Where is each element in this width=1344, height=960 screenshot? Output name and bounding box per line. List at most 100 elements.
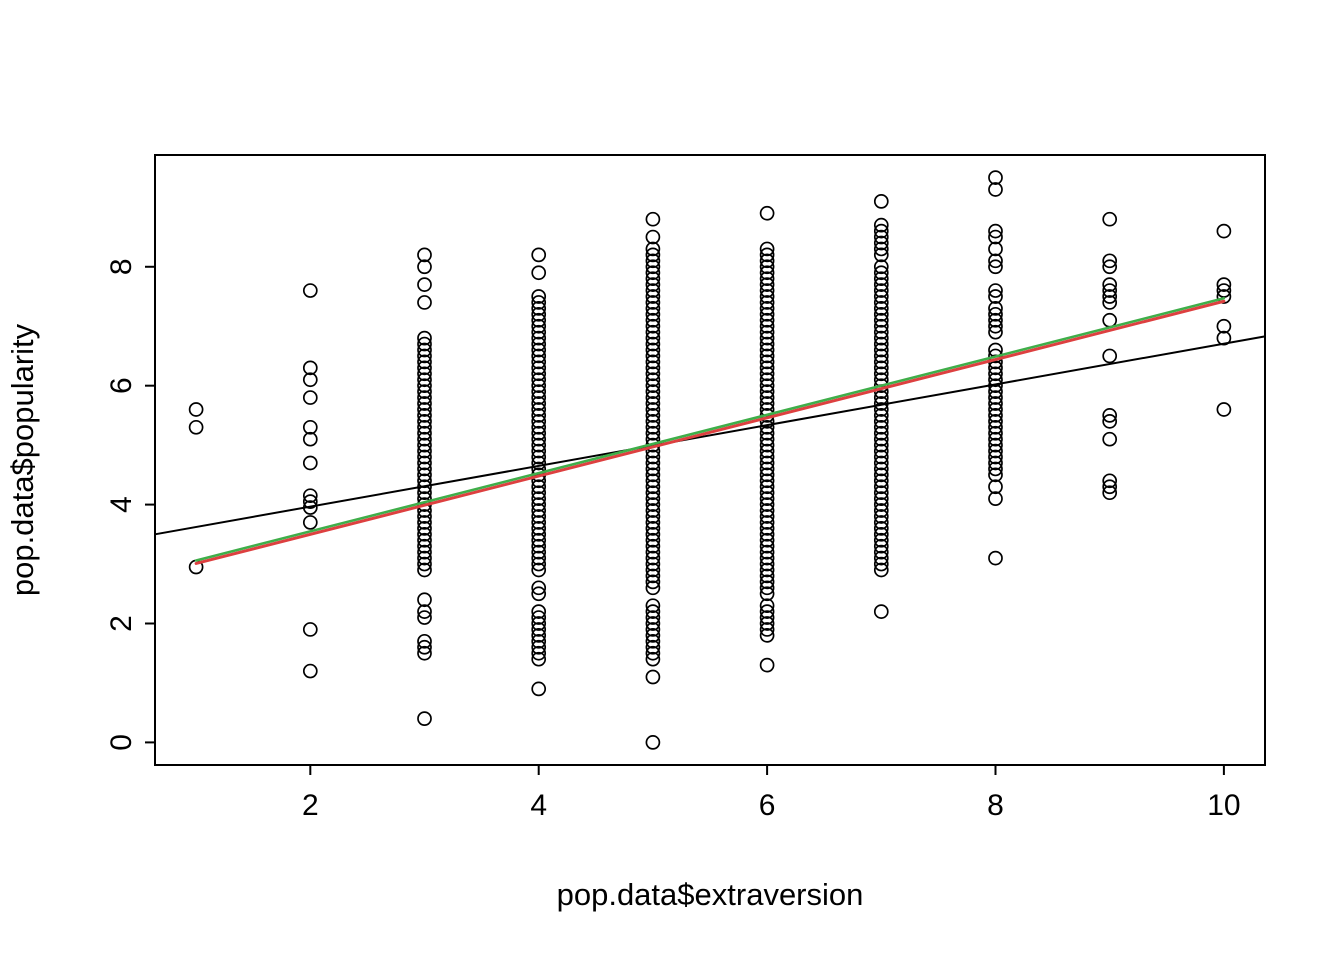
data-point xyxy=(759,497,775,512)
data-point xyxy=(873,360,889,376)
data-point xyxy=(645,396,661,411)
fitted-line-red xyxy=(194,299,1226,565)
data-point xyxy=(531,526,547,542)
data-point xyxy=(531,431,547,447)
y-axis-title: pop.data$popularity xyxy=(5,323,40,596)
data-point xyxy=(531,443,547,459)
data-point xyxy=(417,390,432,405)
data-point xyxy=(759,568,775,584)
data-point xyxy=(531,384,547,399)
data-point xyxy=(531,372,547,388)
data-point xyxy=(645,265,661,281)
data-point xyxy=(873,265,889,281)
data-point xyxy=(988,396,1003,411)
data-point xyxy=(759,491,775,506)
data-point xyxy=(759,580,775,596)
data-point xyxy=(302,515,318,530)
data-point xyxy=(302,419,318,435)
data-point xyxy=(645,645,661,661)
data-point xyxy=(417,473,432,489)
data-point xyxy=(873,521,889,536)
data-point xyxy=(417,550,432,566)
data-point xyxy=(302,372,318,388)
data-point xyxy=(302,390,318,405)
data-point xyxy=(531,360,547,376)
data-point xyxy=(645,348,661,364)
data-point xyxy=(988,241,1003,257)
data-point xyxy=(988,253,1003,269)
data-point xyxy=(759,503,775,518)
data-point xyxy=(531,336,547,352)
data-point xyxy=(417,378,432,394)
data-point xyxy=(417,521,432,536)
data-point xyxy=(759,461,775,477)
data-point xyxy=(531,425,547,441)
data-point xyxy=(531,378,547,394)
data-point xyxy=(417,348,432,364)
fitted-line-green xyxy=(194,296,1226,562)
data-point xyxy=(873,467,889,483)
y-tick-label: 6 xyxy=(105,377,138,394)
data-point xyxy=(302,488,318,504)
data-point xyxy=(531,265,547,281)
data-point xyxy=(645,342,661,358)
data-point xyxy=(645,628,661,643)
data-point xyxy=(645,390,661,405)
x-axis-title: pop.data$extraversion xyxy=(557,877,864,912)
data-point xyxy=(645,503,661,518)
data-point xyxy=(873,550,889,566)
data-point xyxy=(531,651,547,667)
data-point xyxy=(873,604,889,619)
data-point xyxy=(302,494,318,509)
data-point xyxy=(645,324,661,340)
data-point xyxy=(873,562,889,578)
data-point xyxy=(759,247,775,263)
data-point xyxy=(417,526,432,542)
data-point xyxy=(759,324,775,340)
data-point xyxy=(531,622,547,637)
data-point xyxy=(531,628,547,643)
data-point xyxy=(531,449,547,465)
data-point xyxy=(645,467,661,483)
data-point xyxy=(759,544,775,560)
data-point xyxy=(1102,312,1118,328)
data-point xyxy=(873,217,889,233)
data-point xyxy=(988,259,1003,275)
data-point xyxy=(645,491,661,506)
data-point xyxy=(759,342,775,358)
data-point xyxy=(531,562,547,578)
data-point xyxy=(417,592,432,608)
data-point xyxy=(988,390,1003,405)
data-point xyxy=(873,538,889,554)
data-point xyxy=(759,241,775,257)
data-point xyxy=(645,449,661,465)
data-point xyxy=(645,211,661,227)
data-point xyxy=(302,622,318,637)
data-point xyxy=(759,259,775,275)
data-point xyxy=(759,295,775,310)
data-point xyxy=(531,348,547,364)
data-point xyxy=(531,633,547,649)
data-point xyxy=(645,384,661,399)
data-point xyxy=(417,425,432,441)
data-point xyxy=(1102,485,1118,501)
data-point xyxy=(645,455,661,471)
data-point xyxy=(759,306,775,322)
data-point xyxy=(988,550,1003,566)
plot-box xyxy=(154,154,1266,766)
data-point xyxy=(531,509,547,524)
data-point xyxy=(531,550,547,566)
data-point xyxy=(417,556,432,572)
data-point xyxy=(417,711,432,726)
data-point xyxy=(988,455,1003,471)
data-point xyxy=(645,509,661,524)
data-point xyxy=(873,348,889,364)
data-point xyxy=(531,318,547,334)
data-point xyxy=(645,669,661,685)
data-point xyxy=(988,461,1003,477)
data-point xyxy=(417,532,432,548)
data-point xyxy=(645,526,661,542)
data-point xyxy=(759,437,775,453)
data-point xyxy=(1102,431,1118,447)
